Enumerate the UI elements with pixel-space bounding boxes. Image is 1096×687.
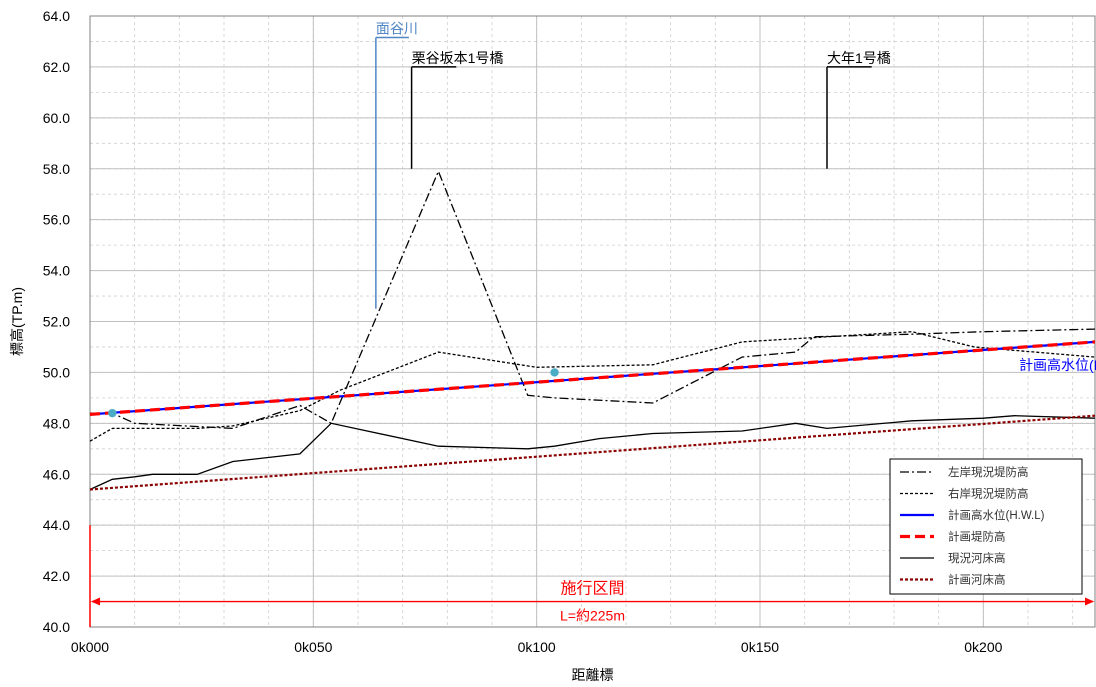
y-tick-label: 62.0 xyxy=(43,59,70,75)
x-tick-label: 0k100 xyxy=(518,639,556,655)
legend-label: 計画堤防高 xyxy=(948,530,1006,544)
y-tick-label: 42.0 xyxy=(43,568,70,584)
construction-arrow-left xyxy=(91,597,100,606)
y-tick-label: 50.0 xyxy=(43,364,70,380)
legend-box xyxy=(889,458,1083,595)
y-tick-label: 48.0 xyxy=(43,415,70,431)
point-marker-2 xyxy=(550,368,559,377)
bridge-label: 大年1号橋 xyxy=(827,50,891,66)
series-line-1 xyxy=(90,169,1096,430)
axes: 40.0 42.0 44.0 46.0 48.0 50.0 52.0 54.0 56.0 58.0… xyxy=(9,8,1096,683)
y-tick-label: 60.0 xyxy=(43,110,70,126)
y-tick-label: 40.0 xyxy=(43,619,70,635)
y-tick-label: 56.0 xyxy=(43,212,70,228)
y-tick-label: 44.0 xyxy=(43,517,70,533)
series-line-6 xyxy=(89,414,1096,491)
y-axis-label: 標高(TP.m) xyxy=(9,287,25,356)
y-tick-label: 52.0 xyxy=(43,314,70,330)
legend-label: 左岸現況堤防高 xyxy=(948,465,1029,479)
legend-label: 計画高水位(H.W.L) xyxy=(948,508,1045,522)
x-tick-label: 0k050 xyxy=(294,639,332,655)
hwl-label: 計画高水位(H.W.L) xyxy=(1019,357,1096,373)
construction-length: L=約225m xyxy=(560,608,625,624)
series-line-5 xyxy=(89,415,1096,491)
point-marker-1 xyxy=(108,408,117,418)
series-line-2 xyxy=(89,331,1096,442)
plot-frame xyxy=(89,15,1096,628)
x-tick-label: 0k150 xyxy=(741,639,779,655)
tributary-label: 面谷川 xyxy=(376,20,418,36)
x-axis-label: 距離標 xyxy=(572,667,614,683)
y-tick-label: 54.0 xyxy=(43,263,70,279)
y-tick-label: 58.0 xyxy=(43,161,70,177)
y-tick-label: 46.0 xyxy=(43,466,70,482)
series-layer xyxy=(89,169,1096,491)
legend-label: 現況河床高 xyxy=(948,551,1006,565)
construction-title: 施行区間 xyxy=(560,580,624,598)
bridge-label: 栗谷坂本1号橋 xyxy=(412,50,504,66)
series-line-4 xyxy=(89,340,1096,416)
construction-arrow-right xyxy=(1085,597,1094,606)
x-tick-label: 0k200 xyxy=(964,639,1002,655)
x-tick-label: 0k000 xyxy=(71,639,109,655)
legend-label: 右岸現況堤防高 xyxy=(948,487,1029,501)
legend-label: 計画河床高 xyxy=(948,573,1006,587)
y-tick-label: 64.0 xyxy=(43,8,70,24)
